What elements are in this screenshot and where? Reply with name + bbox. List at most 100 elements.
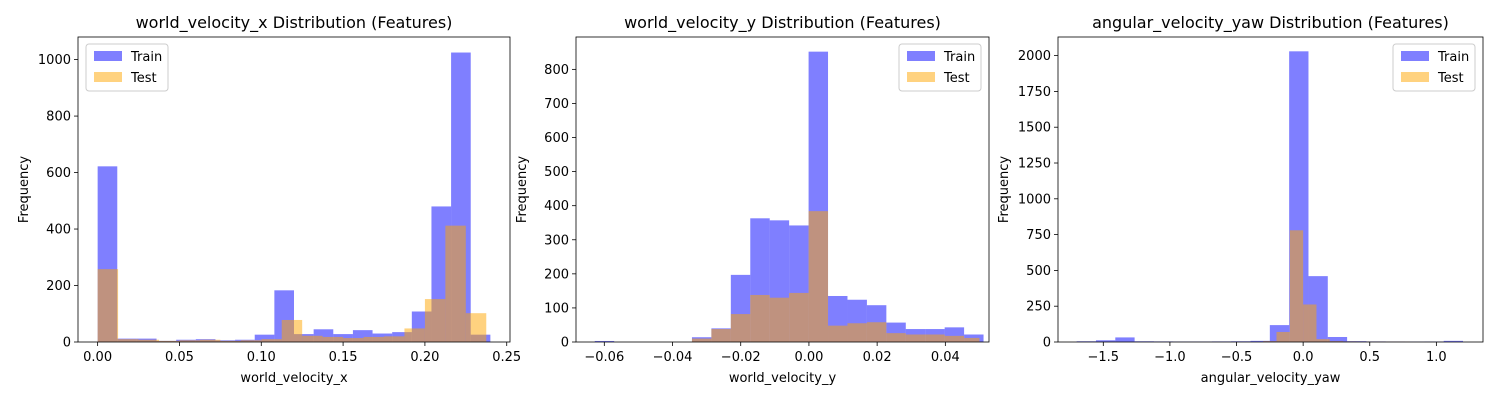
y-tick-label: 250 <box>1026 300 1051 315</box>
x-tick-label: 0.04 <box>931 350 960 365</box>
x-tick-label: 0.02 <box>863 350 892 365</box>
x-tick-label: 0.15 <box>329 350 358 365</box>
plot-frame <box>77 36 511 343</box>
histogram-bar-test <box>789 292 809 342</box>
legend-label-train: Train <box>943 50 975 65</box>
histogram-bar-test <box>118 339 139 342</box>
y-tick-label: 1250 <box>1018 157 1051 172</box>
x-tick-label: 0.0 <box>1293 350 1314 365</box>
legend-swatch-train <box>907 51 935 61</box>
chart-title: angular_velocity_yaw Distribution (Featu… <box>1092 13 1449 33</box>
y-tick-label: 2000 <box>1018 49 1051 64</box>
legend-swatch-train <box>94 51 122 61</box>
histogram-bar-test <box>847 323 867 342</box>
y-tick-label: 1500 <box>1018 121 1051 136</box>
histogram-bar-test <box>1303 304 1317 342</box>
histogram-bar-train <box>1443 340 1464 342</box>
x-tick-label: −0.06 <box>584 350 624 365</box>
y-tick-label: 600 <box>46 166 71 181</box>
y-tick-label: 200 <box>544 267 569 282</box>
histogram-bar-test <box>1289 230 1304 342</box>
x-tick-label: −0.02 <box>721 350 761 365</box>
histogram-bar-train <box>594 340 615 342</box>
x-tick-label: −1.5 <box>1088 350 1120 365</box>
histogram-bar-test <box>769 297 790 342</box>
y-axis-label: Frequency <box>515 156 530 223</box>
y-tick-label: 1750 <box>1018 85 1051 100</box>
histogram-bar-test <box>138 339 159 342</box>
legend: Train Test <box>1392 43 1476 92</box>
histogram-bar-test <box>179 340 200 342</box>
chart-title: world_velocity_y Distribution (Features) <box>624 13 941 33</box>
y-axis-label: Frequency <box>997 156 1012 223</box>
legend: Train Test <box>898 43 982 92</box>
x-tick-label: 0.05 <box>165 350 194 365</box>
histogram-bar-test <box>1276 331 1290 342</box>
y-tick-label: 300 <box>544 233 569 248</box>
y-axis-label: Frequency <box>17 156 32 223</box>
histogram-bar-test <box>445 225 466 342</box>
chart-panel-3: −1.5 −1.0 −0.5 0.0 0.5 1.0 0 250 500 750 1000 1250 1… <box>997 13 1484 386</box>
histogram-bar-test <box>866 322 887 342</box>
histogram-bar-test <box>1263 341 1277 342</box>
histogram-bar-train <box>1250 340 1270 342</box>
histogram-bar-test <box>905 334 926 342</box>
x-tick-label: 0.20 <box>410 350 439 365</box>
y-tick-label: 750 <box>1026 228 1051 243</box>
legend-swatch-train <box>1401 51 1429 61</box>
histogram-bar-test <box>925 334 945 342</box>
histogram-bar-test <box>886 333 906 342</box>
histogram-bar-test <box>322 336 344 342</box>
legend-label-test: Test <box>130 71 157 86</box>
x-tick-label: 0.10 <box>247 350 276 365</box>
histogram-bar-test <box>240 340 262 342</box>
y-tick-label: 0 <box>63 336 71 351</box>
histogram-bar-test <box>465 313 487 342</box>
histogram-bar-train <box>1115 337 1135 342</box>
histogram-bar-test <box>424 299 446 342</box>
histogram-bar-test <box>159 340 180 342</box>
y-tick-label: 500 <box>544 165 569 180</box>
histogram-bar-test <box>828 325 848 342</box>
x-axis-label: world_velocity_y <box>729 371 837 386</box>
plot-frame <box>575 36 990 343</box>
histogram-bar-train <box>254 334 275 342</box>
x-axis-label: world_velocity_x <box>240 371 348 386</box>
histogram-bar-test <box>343 338 364 342</box>
histogram-bar-test <box>808 211 829 342</box>
histogram-bar-test <box>1329 341 1344 342</box>
histogram-bar-test <box>302 335 323 342</box>
legend-label-train: Train <box>1437 50 1469 65</box>
y-tick-label: 400 <box>544 199 569 214</box>
legend-swatch-test <box>94 72 122 82</box>
histogram-bar-test <box>97 269 119 342</box>
y-tick-label: 100 <box>544 301 569 316</box>
x-tick-label: −0.5 <box>1221 350 1253 365</box>
histogram-bar-test <box>1316 339 1330 342</box>
legend-label-train: Train <box>130 50 162 65</box>
histogram-bar-test <box>261 339 282 342</box>
x-tick-label: 1.0 <box>1426 350 1447 365</box>
x-tick-label: −0.04 <box>653 350 693 365</box>
y-tick-label: 600 <box>544 131 569 146</box>
legend-swatch-test <box>907 72 935 82</box>
x-tick-label: 0.00 <box>83 350 112 365</box>
y-tick-label: 700 <box>544 97 569 112</box>
histogram-bar-test <box>730 314 751 342</box>
histogram-bar-test <box>711 329 731 342</box>
y-tick-label: 1000 <box>38 53 71 68</box>
chart-panel-1: 0.00 0.05 0.10 0.15 0.20 0.25 0 200 400 600 800 100… <box>17 13 521 386</box>
histogram-bar-test <box>404 328 425 342</box>
y-tick-label: 200 <box>46 279 71 294</box>
histogram-bar-test <box>363 336 384 342</box>
legend-label-test: Test <box>1437 71 1464 86</box>
legend-swatch-test <box>1401 72 1429 82</box>
histogram-bar-test <box>750 294 770 342</box>
x-axis-label: angular_velocity_yaw <box>1201 371 1341 386</box>
y-tick-label: 800 <box>544 63 569 78</box>
histogram-bar-train <box>352 330 373 342</box>
histogram-bar-test <box>691 338 712 342</box>
histogram-bar-test <box>199 339 221 342</box>
y-tick-label: 0 <box>561 336 569 351</box>
